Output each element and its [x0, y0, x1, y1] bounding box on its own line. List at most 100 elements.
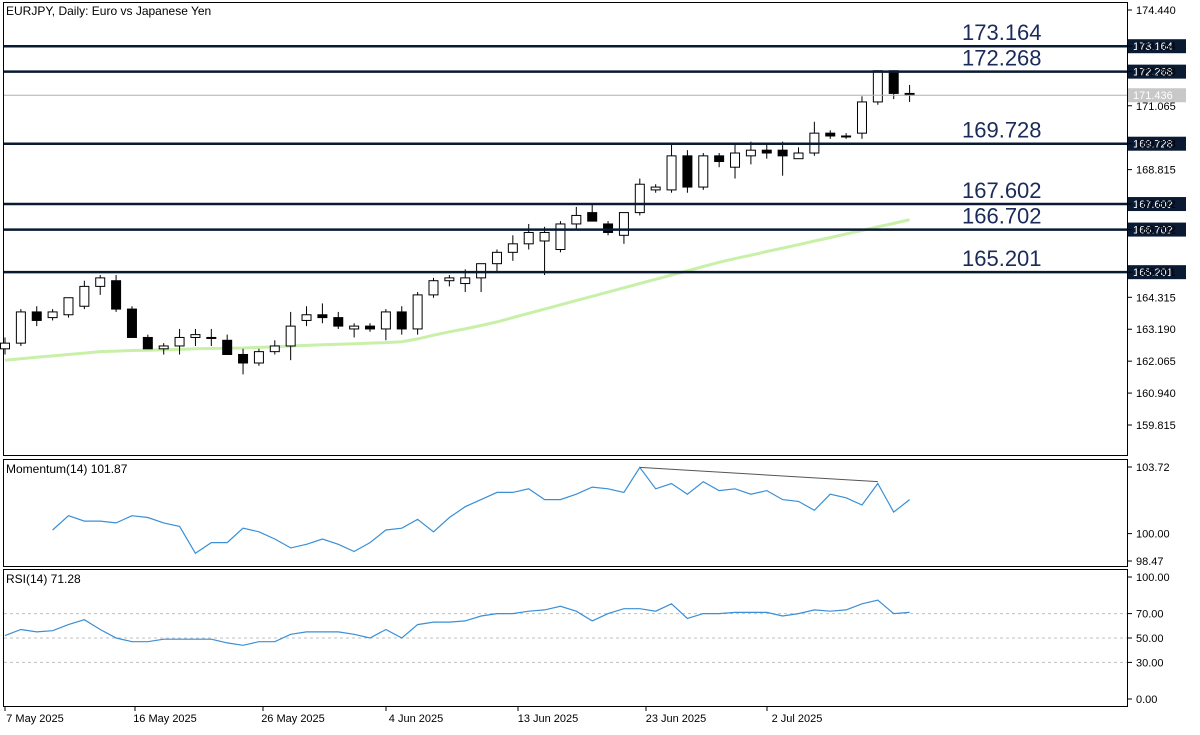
price-tick-label: 171.065 — [1136, 101, 1176, 113]
date-tick-label: 4 Jun 2025 — [389, 713, 443, 725]
momentum-tick-label: 103.72 — [1136, 462, 1170, 474]
candle-bull — [793, 152, 804, 160]
candle-bull — [158, 345, 169, 350]
date-tick-label: 16 May 2025 — [133, 713, 197, 725]
candle-bull — [666, 155, 677, 191]
candle-bull — [634, 183, 645, 214]
price-tick-label: 168.815 — [1136, 165, 1176, 177]
level-price-tag — [1128, 39, 1186, 54]
candle-bull — [79, 285, 90, 307]
candle-bull — [856, 101, 867, 134]
date-tick-label: 7 May 2025 — [6, 713, 63, 725]
candle-bull — [206, 336, 217, 339]
date-tick-label: 23 Jun 2025 — [646, 713, 707, 725]
level-price-tag — [1128, 265, 1186, 280]
candle-bull — [650, 186, 661, 191]
candle-bull — [745, 149, 756, 157]
candle-bull — [285, 325, 296, 347]
candle-bear — [825, 132, 836, 137]
candle-bull — [571, 214, 582, 225]
candle-bear — [888, 70, 899, 94]
candle-bull — [190, 334, 201, 338]
candle-bear — [777, 149, 788, 157]
candle-bear — [238, 353, 249, 364]
rsi-tick-label: 70.00 — [1136, 609, 1164, 621]
candle-bear — [222, 339, 233, 355]
level-price-tag-label: 166.702 — [1133, 225, 1173, 237]
candle-bull — [730, 152, 741, 168]
candle-bull — [491, 251, 502, 265]
candle-bear — [317, 314, 328, 319]
candle-bear — [365, 325, 376, 330]
price-tick-label: 167.602 — [1136, 199, 1176, 211]
level-label: 173.164 — [962, 20, 1042, 45]
level-label: 169.728 — [962, 118, 1042, 143]
level-label: 167.602 — [962, 178, 1042, 203]
candle-bear — [142, 336, 153, 350]
level-price-tag — [1128, 136, 1186, 151]
level-price-tag — [1128, 197, 1186, 212]
level-price-tag-label: 173.164 — [1133, 41, 1173, 53]
price-tick-label: 159.815 — [1136, 420, 1176, 432]
candle-bull — [476, 263, 487, 279]
candle-bull — [698, 155, 709, 188]
level-price-tag-label: 169.728 — [1133, 139, 1173, 151]
candle-bear — [587, 212, 598, 222]
price-tick-label: 169.728 — [1136, 139, 1176, 151]
level-label: 165.201 — [962, 246, 1042, 271]
candle-bull — [15, 311, 26, 344]
candle-bull — [253, 351, 264, 364]
price-tick-label: 162.065 — [1136, 356, 1176, 368]
candle-bear — [31, 311, 42, 321]
candle-bull — [301, 314, 312, 321]
chart-title: EURJPY, Daily: Euro vs Japanese Yen — [6, 4, 211, 18]
candle-bull — [841, 135, 852, 138]
price-tick-label: 165.201 — [1136, 267, 1176, 279]
date-tick-label: 2 Jul 2025 — [772, 713, 823, 725]
momentum-line — [52, 466, 910, 555]
candle-bull — [872, 70, 883, 103]
candle-bull — [507, 243, 518, 253]
price-tick-label: 164.315 — [1136, 292, 1176, 304]
price-tick-label: 173.164 — [1136, 41, 1176, 53]
candle-bear — [396, 311, 407, 330]
level-price-tag-label: 172.268 — [1133, 67, 1173, 79]
level-price-tag — [1128, 222, 1186, 237]
level-price-tag-label: 165.201 — [1133, 267, 1173, 279]
candle-bear — [603, 223, 614, 233]
current-price-tag-label: 171.436 — [1133, 90, 1173, 102]
candle-bull — [349, 325, 360, 330]
rsi-line — [4, 599, 910, 646]
date-tick-label: 26 May 2025 — [261, 713, 325, 725]
candle-bull — [269, 345, 280, 353]
momentum-title: Momentum(14) 101.87 — [6, 462, 128, 476]
candle-bear — [714, 155, 725, 163]
price-tick-label: 172.268 — [1136, 67, 1176, 79]
candle-bull — [618, 212, 629, 236]
rsi-tick-label: 30.00 — [1136, 657, 1164, 669]
candle-bull — [47, 311, 58, 319]
rsi-title: RSI(14) 71.28 — [6, 572, 81, 586]
candle-bear — [682, 155, 693, 188]
candle-bear — [126, 308, 137, 338]
candle-bull — [460, 277, 471, 285]
current-price-tag — [1128, 88, 1186, 103]
rsi-tick-label: 50.00 — [1136, 633, 1164, 645]
momentum-trendline — [639, 466, 878, 483]
candle-bear — [761, 149, 772, 154]
price-tick-label: 166.702 — [1136, 225, 1176, 237]
moving-average-line — [4, 218, 910, 362]
rsi-tick-label: 100.00 — [1136, 572, 1170, 584]
price-tick-label: 163.190 — [1136, 324, 1176, 336]
momentum-tick-label: 100.00 — [1136, 529, 1170, 541]
level-label: 166.702 — [962, 204, 1042, 229]
candle-bull — [539, 231, 550, 242]
candle-bull — [0, 342, 10, 350]
candle-bull — [380, 311, 391, 330]
candle-bull — [95, 277, 106, 287]
level-label: 172.268 — [962, 46, 1042, 71]
candle-bull — [523, 231, 534, 245]
rsi-tick-label: 0.00 — [1136, 694, 1157, 706]
momentum-tick-label: 98.47 — [1136, 556, 1164, 568]
